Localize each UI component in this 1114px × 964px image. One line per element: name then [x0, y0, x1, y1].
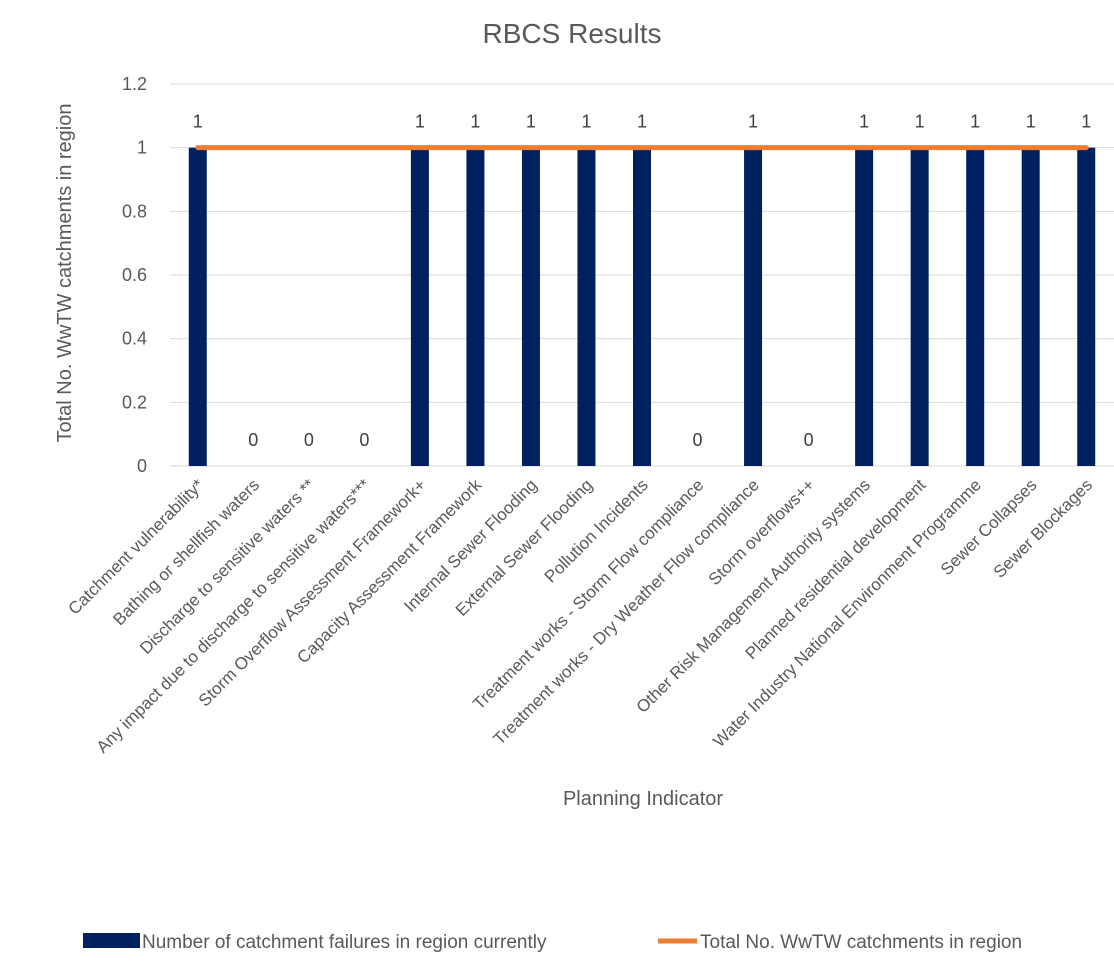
y-tick-label: 0.8	[122, 201, 147, 221]
bar	[1021, 147, 1040, 466]
y-axis-ticks: 0 0.2 0.4 0.6 0.8 1 1.2	[122, 74, 147, 476]
legend: Number of catchment failures in region c…	[83, 932, 1022, 953]
bar	[410, 147, 429, 466]
y-tick-label: 0.6	[122, 265, 147, 285]
bar	[633, 147, 651, 466]
data-label: 1	[526, 112, 536, 132]
category-label: Water Industry National Environment Prog…	[709, 475, 985, 751]
y-axis-title: Total No. WwTW catchments in region	[54, 104, 76, 443]
bar	[521, 147, 540, 466]
category-label: Sewer Blockages	[990, 475, 1096, 581]
data-label: 1	[748, 112, 758, 132]
data-label: 1	[1026, 112, 1036, 132]
data-label: 0	[304, 430, 314, 450]
data-labels: 1 0 0 0 1 1 1 1 1 0 1 0 1 1 1 1 1	[193, 112, 1091, 450]
x-axis-title: Planning Indicator	[563, 788, 723, 810]
legend-label-line: Total No. WwTW catchments in region	[700, 932, 1022, 953]
bar-series	[188, 147, 1096, 466]
y-tick-label: 1	[137, 138, 147, 158]
y-tick-label: 1.2	[122, 74, 147, 94]
y-tick-label: 0.4	[122, 329, 147, 349]
category-label: Pollution Incidents	[541, 475, 652, 586]
bar	[466, 147, 485, 466]
bar	[744, 147, 763, 466]
data-label: 1	[1081, 112, 1091, 132]
legend-label-bars: Number of catchment failures in region c…	[142, 932, 547, 953]
category-label: Storm overflows++	[705, 475, 819, 589]
category-label: Sewer Collapses	[937, 475, 1041, 579]
data-label: 1	[193, 112, 203, 132]
data-label: 1	[859, 112, 869, 132]
data-label: 0	[248, 430, 258, 450]
y-tick-label: 0	[137, 456, 147, 476]
bar	[966, 147, 985, 466]
chart-title: RBCS Results	[483, 18, 662, 49]
data-label: 0	[804, 430, 814, 450]
data-label: 1	[637, 112, 647, 132]
bar	[188, 147, 207, 466]
data-label: 1	[470, 112, 480, 132]
data-label: 1	[970, 112, 980, 132]
data-label: 0	[693, 430, 703, 450]
data-label: 1	[915, 112, 925, 132]
data-label: 1	[581, 112, 591, 132]
data-label: 1	[415, 112, 425, 132]
bar	[855, 147, 874, 466]
legend-swatch-bars	[83, 933, 140, 948]
category-label: Treatment works - Dry Weather Flow compl…	[490, 475, 763, 748]
bar	[1077, 147, 1096, 466]
y-tick-label: 0.2	[122, 392, 147, 412]
x-axis-category-labels: Catchment vulnerability*Bathing or shell…	[65, 475, 1097, 757]
bar	[910, 147, 929, 466]
bar	[577, 147, 596, 466]
data-label: 0	[359, 430, 369, 450]
